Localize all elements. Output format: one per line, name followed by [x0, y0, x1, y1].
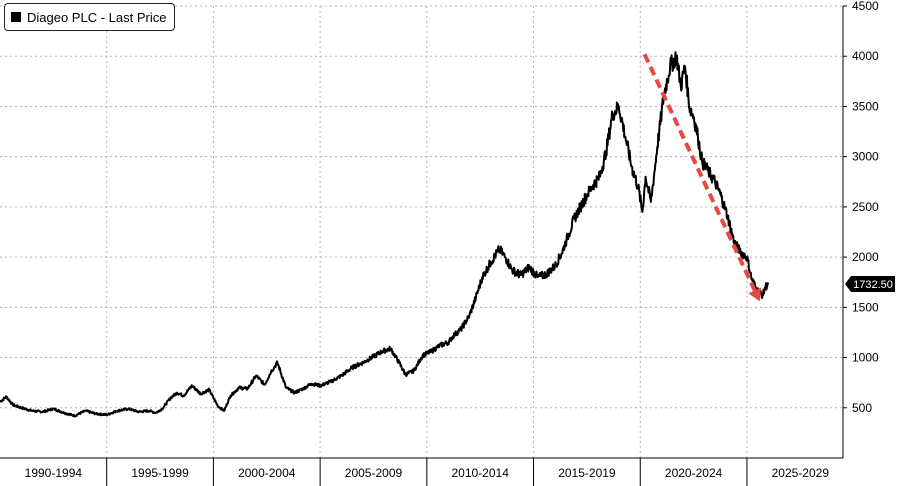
y-tick-label: 3500 — [852, 99, 879, 113]
arrow-shaft — [642, 53, 757, 292]
y-tick-label: 1500 — [852, 300, 879, 314]
x-axis-ticks: 1990-1994 1995-1999 2000-2004 2005-2009 2010… — [25, 458, 830, 486]
x-tick-label: 2020-2024 — [665, 466, 723, 480]
y-tick-label: 2000 — [852, 250, 879, 264]
y-tick-label: 3000 — [852, 150, 879, 164]
legend-swatch-icon — [11, 12, 21, 22]
x-tick-label: 2000-2004 — [238, 466, 296, 480]
x-tick-label: 1995-1999 — [131, 466, 189, 480]
x-tick-label: 2015-2019 — [558, 466, 616, 480]
legend-label: Diageo PLC - Last Price — [27, 9, 167, 25]
x-tick-label: 2025-2029 — [772, 466, 830, 480]
legend: Diageo PLC - Last Price — [4, 3, 176, 31]
x-tick-label: 2005-2009 — [345, 466, 403, 480]
y-tick-label: 2500 — [852, 200, 879, 214]
x-tick-label: 2010-2014 — [451, 466, 509, 480]
y-axis-ticks: 500 1000 1500 2000 2500 3000 3500 4000 4500 — [843, 0, 879, 415]
grid-lines — [0, 5, 843, 458]
downtrend-arrow — [642, 53, 762, 302]
arrow-head-icon — [748, 287, 762, 302]
price-series-line — [0, 51, 770, 418]
y-tick-label: 4000 — [852, 49, 879, 63]
y-tick-label: 4500 — [852, 0, 879, 13]
last-price-badge: 1732.50 — [845, 275, 895, 292]
y-tick-label: 1000 — [852, 351, 879, 365]
x-tick-label: 1990-1994 — [25, 466, 83, 480]
last-price-badge-bg — [845, 275, 895, 292]
y-tick-label: 500 — [852, 401, 872, 415]
last-price-label: 1732.50 — [853, 279, 893, 291]
